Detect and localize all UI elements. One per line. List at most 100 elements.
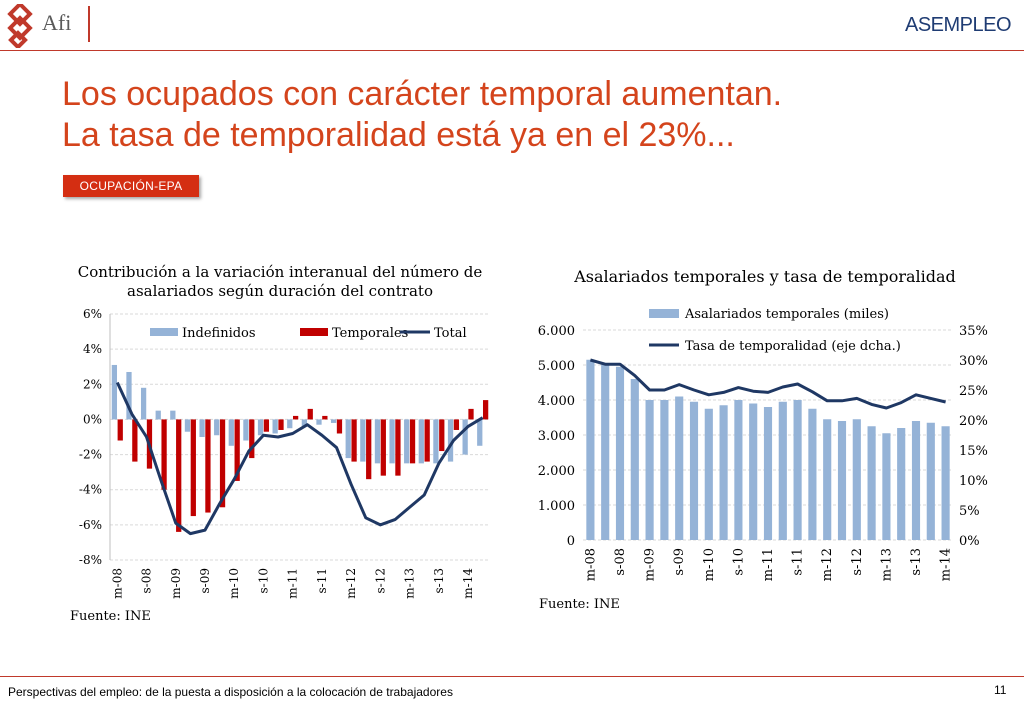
x-tick-label: m-10 <box>702 548 717 581</box>
y-left-tick-label: 0 <box>567 534 575 549</box>
asempleo-logo-text: ASEMPLEO <box>905 14 1012 36</box>
y-left-tick-label: 2.000 <box>538 464 575 479</box>
x-tick-label: s-11 <box>791 548 806 576</box>
y-left-tick-label: 3.000 <box>538 429 575 444</box>
bar-indefinidos <box>257 419 264 436</box>
bar-asalariados-temporales <box>823 419 832 540</box>
y-left-tick-label: 6.000 <box>538 324 575 339</box>
contribution-chart: Contribución a la variación interanual d… <box>60 258 500 628</box>
bar-temporales <box>380 419 386 476</box>
bar-asalariados-temporales <box>867 426 876 540</box>
bar-temporales <box>366 419 372 480</box>
y-right-tick-label: 30% <box>959 354 988 369</box>
bar-asalariados-temporales <box>911 421 921 540</box>
bar-indefinidos <box>418 419 424 464</box>
bar-indefinidos <box>199 419 205 437</box>
bar-temporales <box>176 419 182 532</box>
bar-temporales <box>351 419 357 462</box>
x-tick-label: s-13 <box>909 548 924 576</box>
x-tick-label: s-08 <box>140 568 154 593</box>
bar-temporales <box>453 419 460 430</box>
bar-asalariados-temporales <box>734 400 743 540</box>
slide-title-line1: Los ocupados con carácter temporal aumen… <box>62 75 783 113</box>
bar-asalariados-temporales <box>675 396 684 540</box>
bar-temporales <box>322 415 328 420</box>
line-total <box>115 381 484 536</box>
bar-asalariados-temporales <box>882 433 891 540</box>
bar-indefinidos <box>433 419 439 464</box>
bar-temporales <box>132 419 138 462</box>
legend-swatch <box>649 309 679 318</box>
chart-title: Asalariados temporales y tasa de tempora… <box>573 267 956 286</box>
x-tick-label: m-14 <box>939 548 954 581</box>
bar-asalariados-temporales <box>852 419 861 540</box>
bar-asalariados-temporales <box>719 405 728 540</box>
x-tick-label: s-10 <box>256 568 270 593</box>
bar-indefinidos <box>214 419 220 436</box>
x-tick-label: s-11 <box>315 568 329 593</box>
chart-source: Fuente: INE <box>70 609 151 624</box>
x-tick-label: s-09 <box>672 548 687 576</box>
legend-label: Tasa de temporalidad (eje dcha.) <box>685 339 901 354</box>
chart-source: Fuente: INE <box>539 597 620 612</box>
legend-label: Total <box>434 326 467 341</box>
y-tick-label: 0% <box>83 412 102 426</box>
bar-temporales <box>395 419 401 476</box>
bar-indefinidos <box>272 419 278 434</box>
afi-logo-text: Afi <box>42 10 72 35</box>
x-tick-label: m-11 <box>286 568 300 599</box>
y-right-tick-label: 25% <box>959 384 988 399</box>
x-tick-label: m-12 <box>344 568 358 599</box>
bar-indefinidos <box>301 419 308 427</box>
bar-temporales <box>161 419 167 490</box>
bar-temporales <box>278 419 284 430</box>
contribution-chart-svg: Contribución a la variación interanual d… <box>70 263 490 624</box>
bar-temporales <box>336 419 343 434</box>
y-right-tick-label: 35% <box>959 324 988 339</box>
slide-title: Los ocupados con carácter temporal aumen… <box>62 74 962 156</box>
y-right-tick-label: 20% <box>959 414 988 429</box>
legend-label: Temporales <box>332 326 408 341</box>
bar-indefinidos <box>155 410 161 420</box>
legend-swatch <box>300 328 328 336</box>
x-tick-label: m-13 <box>879 548 894 581</box>
bar-asalariados-temporales <box>808 408 817 540</box>
x-tick-label: m-12 <box>820 548 835 581</box>
bar-temporales <box>190 419 196 517</box>
y-left-tick-label: 1.000 <box>538 499 575 514</box>
afi-logo-icon <box>7 1 33 50</box>
bar-indefinidos <box>389 419 395 464</box>
y-left-tick-label: 4.000 <box>538 394 575 409</box>
bar-indefinidos <box>447 419 454 462</box>
bar-temporales <box>292 415 299 420</box>
bar-temporales <box>234 419 240 481</box>
bar-asalariados-temporales <box>926 422 935 540</box>
x-tick-label: s-09 <box>198 568 212 593</box>
slide-title-line2: La tasa de temporalidad está ya en el 23… <box>62 116 735 154</box>
y-right-tick-label: 10% <box>959 474 988 489</box>
y-tick-label: 4% <box>83 342 102 356</box>
x-tick-label: s-13 <box>432 568 446 593</box>
bar-asalariados-temporales <box>689 401 699 540</box>
bar-temporales <box>468 408 474 420</box>
x-tick-label: m-14 <box>461 568 475 599</box>
bar-indefinidos <box>126 371 132 420</box>
y-tick-label: -4% <box>79 483 102 497</box>
bar-asalariados-temporales <box>763 407 773 540</box>
header-divider <box>88 6 90 42</box>
bar-indefinidos <box>360 419 366 462</box>
bar-asalariados-temporales <box>615 366 625 540</box>
temporary-employees-chart: Asalariados temporales y tasa de tempora… <box>525 258 990 628</box>
x-tick-label: m-13 <box>403 568 417 599</box>
bar-asalariados-temporales <box>837 421 847 540</box>
bar-temporales <box>307 408 313 420</box>
bar-indefinidos <box>184 419 191 432</box>
x-tick-label: s-08 <box>613 548 628 576</box>
bar-temporales <box>424 419 430 462</box>
x-tick-label: s-12 <box>850 548 865 576</box>
bar-asalariados-temporales <box>586 359 595 540</box>
bar-temporales <box>249 419 255 459</box>
bar-indefinidos <box>330 419 337 423</box>
y-tick-label: -2% <box>79 448 102 462</box>
bar-temporales <box>482 400 489 420</box>
